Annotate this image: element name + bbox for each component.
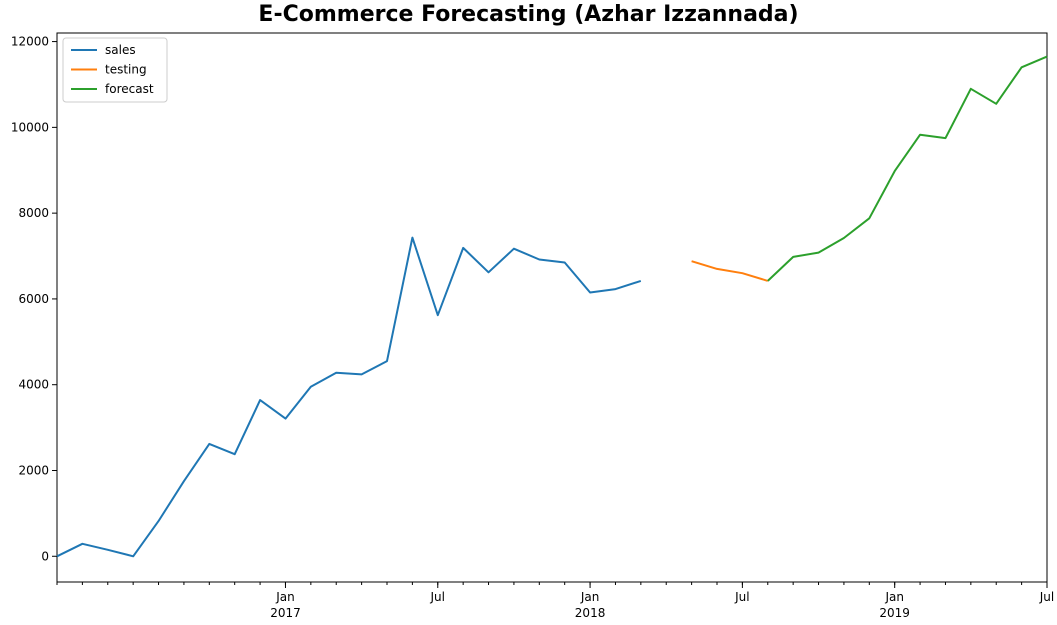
legend-box [62, 37, 168, 103]
series-line-forecast [767, 55, 1048, 282]
legend-label-forecast: forecast [105, 82, 154, 96]
series-line-testing [691, 260, 769, 282]
x-tick-label: Jul [734, 590, 749, 604]
y-tick-label: 4000 [18, 378, 49, 392]
y-tick-label: 10000 [11, 120, 49, 134]
x-tick-label: Jan [884, 590, 904, 604]
x-tick-label: Jan [580, 590, 600, 604]
x-tick-year-label: 2018 [575, 606, 606, 620]
y-tick-label: 6000 [18, 292, 49, 306]
plot-frame [56, 32, 1048, 583]
y-tick-label: 2000 [18, 463, 49, 477]
legend-label-testing: testing [105, 63, 147, 77]
chart-title: E-Commerce Forecasting (Azhar Izzannada) [258, 2, 799, 27]
legend-label-sales: sales [105, 43, 136, 57]
series-line-sales [56, 236, 642, 558]
x-tick-year-label: 2017 [270, 606, 301, 620]
x-tick-label: Jul [1039, 590, 1054, 604]
x-tick-year-label: 2019 [879, 606, 910, 620]
y-tick-label: 12000 [11, 35, 49, 49]
x-tick-label: Jan [275, 590, 295, 604]
y-tick-label: 8000 [18, 206, 49, 220]
y-tick-label: 0 [41, 549, 49, 563]
x-tick-label: Jul [430, 590, 445, 604]
